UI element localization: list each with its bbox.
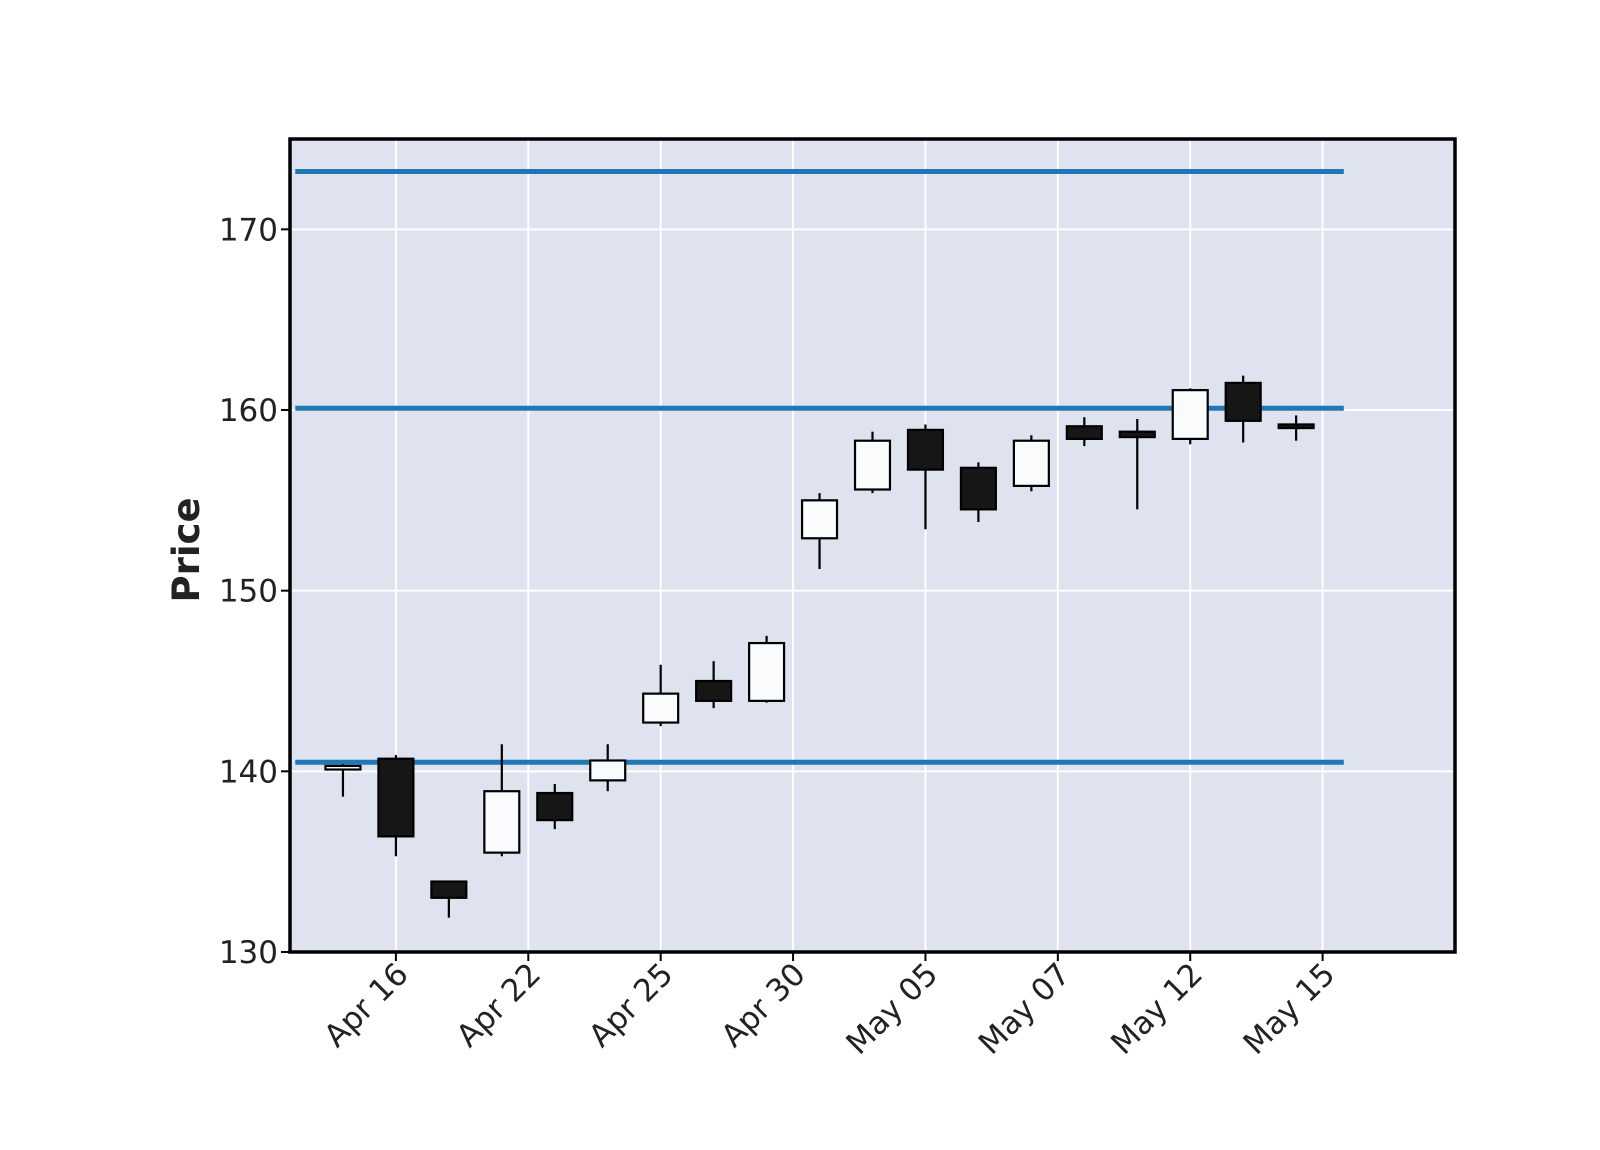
y-tick-label: 140 [219,754,278,790]
candle-body [1224,381,1262,422]
y-tick-label: 160 [219,393,278,429]
candle [430,880,468,918]
candle-body [536,791,574,822]
plot-background [290,139,1455,952]
x-tick-label: May 12 [1104,956,1210,1062]
candle-body [324,764,362,771]
y-tick-label: 170 [219,212,278,248]
candle [1012,435,1050,492]
x-tick-label: Apr 25 [582,956,680,1054]
candle-body [377,757,415,838]
candle-body [695,679,733,702]
candle-body [748,641,786,702]
candle [748,635,786,703]
x-tick-label: May 05 [839,956,945,1062]
x-tick-label: Apr 22 [450,956,548,1054]
candles [324,375,1315,918]
candle-body [483,790,521,854]
plot-frame [288,137,1457,954]
candle [906,424,945,530]
y-axis-label: Price [165,497,208,602]
candle-body [1065,425,1103,441]
candle [1065,417,1103,447]
x-tick-label: Apr 16 [317,956,415,1054]
x-tick-label: May 07 [972,956,1078,1062]
candle-body [1171,389,1209,441]
candle-body [1277,423,1315,430]
candle-body [853,439,892,491]
candle-body [430,880,468,899]
candle-body [642,692,680,724]
candle [959,462,997,523]
candle [483,744,521,857]
y-tick-label: 130 [219,935,278,971]
candle-body [589,759,627,782]
candle-body [800,499,839,540]
candle [1171,388,1209,445]
y-tick-label: 150 [219,574,278,610]
x-axis-ticks: Apr 16 Apr 22 Apr 25 Apr 30 May 05 May 07 May … [317,952,1342,1062]
x-tick-label: Apr 30 [714,956,812,1054]
candle [377,755,415,857]
candle-body [1012,439,1050,487]
grid [290,139,1455,953]
candle-body [906,428,945,471]
candle [1277,415,1315,441]
candle [589,744,627,792]
candle [695,661,733,709]
candle-body [1118,430,1156,439]
candle [1118,419,1156,510]
y-axis-ticks: 130 140 150 160 170 [219,212,290,971]
candle [536,783,574,830]
candle [800,493,839,569]
x-tick-label: May 15 [1237,956,1343,1062]
candle [324,764,362,797]
candle [642,664,680,727]
candle [1224,375,1262,443]
horizontal-lines [295,169,1344,765]
candle [853,431,892,494]
candle-body [959,466,997,511]
